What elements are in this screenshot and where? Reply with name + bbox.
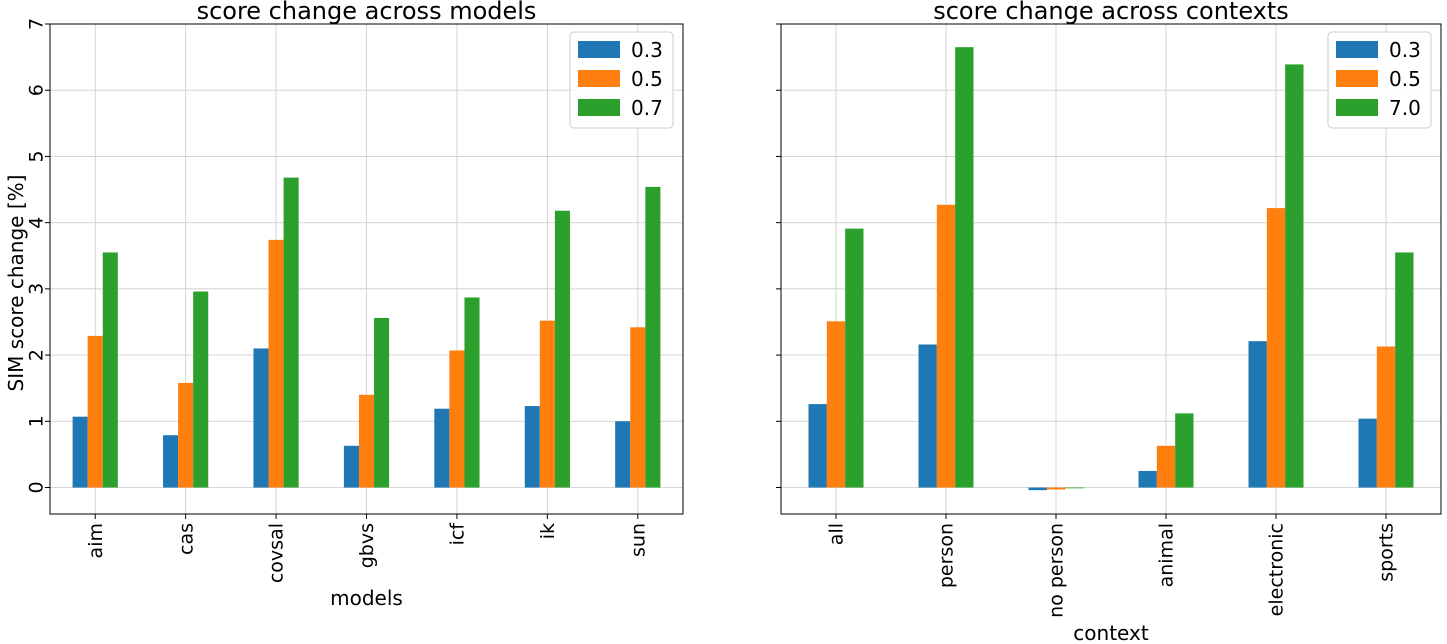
plot-frame [780,23,1442,515]
x-tick-label-animal: animal [1156,523,1178,587]
legend-label-2: 7.0 [1389,96,1421,120]
x-tick-label-aim: aim [85,523,107,558]
y-tick-label: 0 [26,481,48,493]
chart-models: 0 1 2 3 4 5 6 7 aim cas covsal gbvs icf ik sun score ch… [4,0,684,610]
bar-contexts-sports-7.0 [1395,252,1414,488]
legend-swatch-2 [578,99,620,116]
x-tick-label-icf: icf [447,522,469,546]
legend-swatch-1 [1336,70,1378,87]
x-tick-label-electronic: electronic [1266,523,1288,616]
bar-models-aim-0.7 [102,252,118,488]
chart-contexts: all person no person animal electronic sports… [776,0,1442,644]
bar-models-covsal-0.3 [253,348,269,488]
x-axis-label-models: models [330,586,403,610]
y-tick-label: 6 [26,84,48,96]
bar-models-sun-0.5 [630,327,646,488]
bar-contexts-electronic-0.3 [1248,341,1267,488]
bar-models-covsal-0.7 [283,177,299,488]
bar-models-cas-0.5 [178,382,194,488]
bar-models-gbvs-0.5 [358,394,375,488]
bar-models-cas-0.7 [193,291,209,488]
chart-title-models: score change across models [197,0,537,25]
legend-label-1: 0.5 [1389,67,1421,91]
bar-models-aim-0.5 [87,335,103,488]
y-tick-label: 3 [26,283,48,295]
bar-contexts-animal-0.3 [1138,470,1157,488]
x-tick-label-no-person: no person [1046,523,1068,618]
bar-contexts-all-7.0 [845,228,864,488]
legend-label-2: 0.7 [631,96,663,120]
bar-models-icf-0.3 [434,408,450,488]
bar-contexts-electronic-0.5 [1266,208,1286,488]
y-tick-label: 7 [26,18,48,30]
bar-models-icf-0.5 [449,350,465,488]
bar-models-covsal-0.5 [268,239,284,488]
bar-contexts-animal-7.0 [1175,413,1194,488]
bar-models-ik-0.5 [539,320,555,488]
y-axis-label: SIM score change [%] [4,175,28,392]
legend-contexts: 0.3 0.5 7.0 [1327,31,1432,129]
legend-models: 0.3 0.5 0.7 [569,31,674,129]
bar-contexts-all-0.5 [826,321,846,488]
bar-models-aim-0.3 [72,416,88,488]
x-axis-label-contexts: context [1073,621,1149,644]
bar-contexts-sports-0.3 [1358,418,1377,488]
bar-contexts-person-0.5 [936,204,956,488]
x-tick-label-ik: ik [537,523,559,539]
y-tick-label: 1 [26,415,48,427]
bar-models-cas-0.3 [163,435,179,488]
bar-contexts-no-person-0.3 [1028,487,1047,491]
x-tick-label-gbvs: gbvs [356,523,378,568]
bar-contexts-no-person-7.0 [1065,487,1084,489]
bar-contexts-animal-0.5 [1156,445,1176,488]
bar-models-ik-0.3 [524,406,540,488]
bar-contexts-person-0.3 [918,344,937,488]
y-tick-label: 2 [26,349,48,361]
bar-contexts-person-7.0 [955,47,974,488]
y-tick-label: 5 [26,150,48,162]
legend-label-1: 0.5 [631,67,663,91]
y-tick-label: 4 [26,217,48,229]
bar-contexts-sports-0.5 [1376,346,1396,488]
x-tick-label-covsal: covsal [266,523,288,583]
bar-contexts-electronic-7.0 [1285,64,1304,488]
bar-models-ik-0.7 [554,210,570,488]
bar-models-sun-0.3 [615,421,631,488]
legend-swatch-2 [1336,99,1378,116]
bar-contexts-all-0.3 [808,404,827,488]
legend-label-0: 0.3 [1389,38,1421,62]
legend-swatch-0 [1336,41,1378,58]
x-tick-label-sun: sun [627,523,649,557]
legend-swatch-1 [578,70,620,87]
x-tick-label-person: person [936,523,958,588]
legend-swatch-0 [578,41,620,58]
bar-models-gbvs-0.7 [374,318,390,488]
bar-models-gbvs-0.3 [343,445,359,488]
x-tick-label-sports: sports [1376,523,1398,582]
bar-models-icf-0.7 [464,297,480,488]
chart-title-contexts: score change across contexts [933,0,1289,25]
x-tick-label-cas: cas [175,523,197,555]
legend-label-0: 0.3 [631,38,663,62]
bar-models-sun-0.7 [645,186,661,488]
x-tick-label-all: all [826,523,848,545]
bar-contexts-no-person-0.5 [1046,487,1066,490]
